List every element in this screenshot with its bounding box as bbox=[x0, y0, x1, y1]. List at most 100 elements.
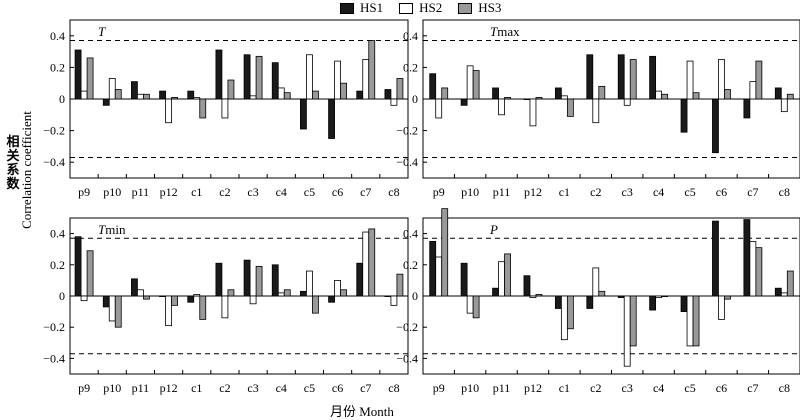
y-tick-label: 0.4 bbox=[403, 227, 418, 241]
bar-hs1-c8 bbox=[384, 89, 392, 100]
bar-hs2-c2 bbox=[592, 267, 600, 297]
bar-hs1-p11 bbox=[492, 87, 499, 100]
bar-hs3-p10 bbox=[472, 70, 480, 100]
x-tick-label: c6 bbox=[716, 185, 727, 199]
bar-hs3-c5 bbox=[312, 295, 319, 314]
bar-hs2-c1 bbox=[560, 95, 568, 100]
panel-title: Tmax bbox=[490, 24, 520, 39]
legend: HS1 HS2 HS3 bbox=[340, 0, 501, 16]
bar-hs2-c4 bbox=[655, 295, 663, 298]
bar-hs1-c1 bbox=[187, 295, 195, 303]
x-tick-label: c6 bbox=[716, 381, 727, 395]
bar-hs1-c6 bbox=[328, 295, 335, 303]
y-tick-label: −0.4 bbox=[43, 351, 65, 365]
bar-hs3-p12 bbox=[171, 97, 178, 100]
bar-hs2-c2 bbox=[592, 98, 600, 124]
bar-hs3-c8 bbox=[396, 78, 404, 100]
legend-item-hs3: HS3 bbox=[458, 0, 501, 16]
bar-hs3-c3 bbox=[629, 295, 637, 347]
bar-hs2-c3 bbox=[249, 295, 257, 305]
bar-hs1-p12 bbox=[523, 98, 531, 101]
bar-hs2-c1 bbox=[193, 294, 201, 297]
bar-hs2-p12 bbox=[165, 98, 172, 124]
x-tick-label: c6 bbox=[332, 381, 343, 395]
legend-swatch-hs1 bbox=[340, 2, 354, 14]
bar-hs3-c8 bbox=[786, 270, 794, 297]
bar-hs2-p12 bbox=[529, 98, 537, 127]
bar-hs2-c6 bbox=[334, 60, 341, 100]
bar-hs2-p11 bbox=[137, 93, 144, 100]
bar-hs2-c8 bbox=[780, 292, 788, 297]
bar-hs1-c6 bbox=[712, 98, 719, 154]
panel-title: T bbox=[98, 24, 106, 39]
x-tick-label: p12 bbox=[160, 185, 178, 199]
y-tick-label: 0.2 bbox=[403, 258, 418, 272]
bar-hs2-c8 bbox=[390, 98, 398, 106]
bar-hs3-p9 bbox=[441, 208, 449, 297]
bar-hs3-c1 bbox=[566, 295, 574, 330]
legend-label-hs3: HS3 bbox=[478, 0, 502, 15]
y-tick-label: −0.4 bbox=[396, 155, 418, 169]
x-tick-label: p10 bbox=[461, 185, 479, 199]
x-tick-label: p9 bbox=[78, 185, 90, 199]
bar-hs2-p12 bbox=[165, 295, 172, 327]
bar-hs1-c3 bbox=[243, 54, 251, 100]
x-tick-label: c2 bbox=[219, 185, 230, 199]
bar-hs2-p11 bbox=[137, 289, 144, 297]
bar-hs3-p9 bbox=[441, 87, 449, 100]
bar-hs1-c1 bbox=[187, 90, 195, 100]
bar-hs1-c6 bbox=[328, 98, 335, 139]
panel-title-suffix: min bbox=[105, 222, 126, 237]
bar-hs2-c2 bbox=[221, 98, 229, 119]
bar-hs1-c2 bbox=[215, 262, 223, 297]
x-tick-label: p12 bbox=[524, 185, 542, 199]
x-tick-label: p11 bbox=[493, 381, 511, 395]
bar-hs1-c7 bbox=[356, 262, 364, 297]
bar-hs2-c1 bbox=[193, 97, 201, 100]
bar-hs2-p11 bbox=[498, 261, 505, 297]
bar-hs1-c2 bbox=[586, 295, 594, 309]
bar-hs3-c6 bbox=[340, 82, 347, 100]
bar-hs1-c5 bbox=[680, 295, 688, 313]
x-tick-label: c4 bbox=[276, 381, 287, 395]
y-tick-label: 0 bbox=[412, 289, 418, 303]
bar-hs1-c7 bbox=[743, 98, 751, 119]
bar-hs2-p10 bbox=[466, 295, 474, 314]
bar-hs1-c2 bbox=[215, 49, 223, 100]
bar-hs3-c3 bbox=[629, 59, 637, 100]
bar-hs2-c4 bbox=[277, 292, 285, 297]
bar-hs2-c3 bbox=[249, 95, 257, 100]
panel-title-main: T bbox=[98, 222, 106, 237]
y-axis-label-chinese: 相关系数 bbox=[6, 134, 20, 191]
x-tick-label: p9 bbox=[433, 185, 445, 199]
bar-hs1-p11 bbox=[131, 278, 138, 297]
bar-hs1-c3 bbox=[243, 259, 251, 297]
panel-4: 0.4 0.2 0 −0.2 −0.4 p9 p10 p11 p12 c1 c2 c3 c4 c5 c6 c7… bbox=[396, 208, 800, 395]
x-tick-label: c7 bbox=[360, 185, 371, 199]
x-tick-label: c1 bbox=[191, 185, 202, 199]
bar-hs3-c7 bbox=[368, 228, 376, 297]
y-tick-label: 0.4 bbox=[403, 29, 418, 43]
bar-hs1-c3 bbox=[617, 54, 625, 100]
x-tick-label: c7 bbox=[747, 185, 758, 199]
bar-hs2-c7 bbox=[749, 240, 757, 297]
bar-hs3-p11 bbox=[504, 97, 511, 100]
bar-hs2-c5 bbox=[306, 270, 313, 297]
bar-hs3-c8 bbox=[396, 273, 404, 297]
x-tick-label: c3 bbox=[247, 185, 258, 199]
bar-hs3-c1 bbox=[199, 295, 207, 320]
x-tick-label: c4 bbox=[653, 381, 664, 395]
bar-hs2-c6 bbox=[334, 279, 341, 297]
x-tick-label: c1 bbox=[191, 381, 202, 395]
bar-hs2-p12 bbox=[529, 295, 537, 298]
bar-hs2-c3 bbox=[623, 295, 631, 367]
x-tick-label: c5 bbox=[684, 185, 695, 199]
bar-hs1-c5 bbox=[300, 290, 307, 297]
x-tick-label: p9 bbox=[78, 381, 90, 395]
panel-title-main: T bbox=[98, 24, 106, 39]
x-tick-label: p11 bbox=[493, 185, 511, 199]
bar-hs2-c1 bbox=[560, 295, 568, 341]
bar-hs2-p9 bbox=[80, 295, 88, 302]
bar-hs1-c8 bbox=[384, 295, 392, 298]
bar-hs1-c5 bbox=[680, 98, 688, 133]
